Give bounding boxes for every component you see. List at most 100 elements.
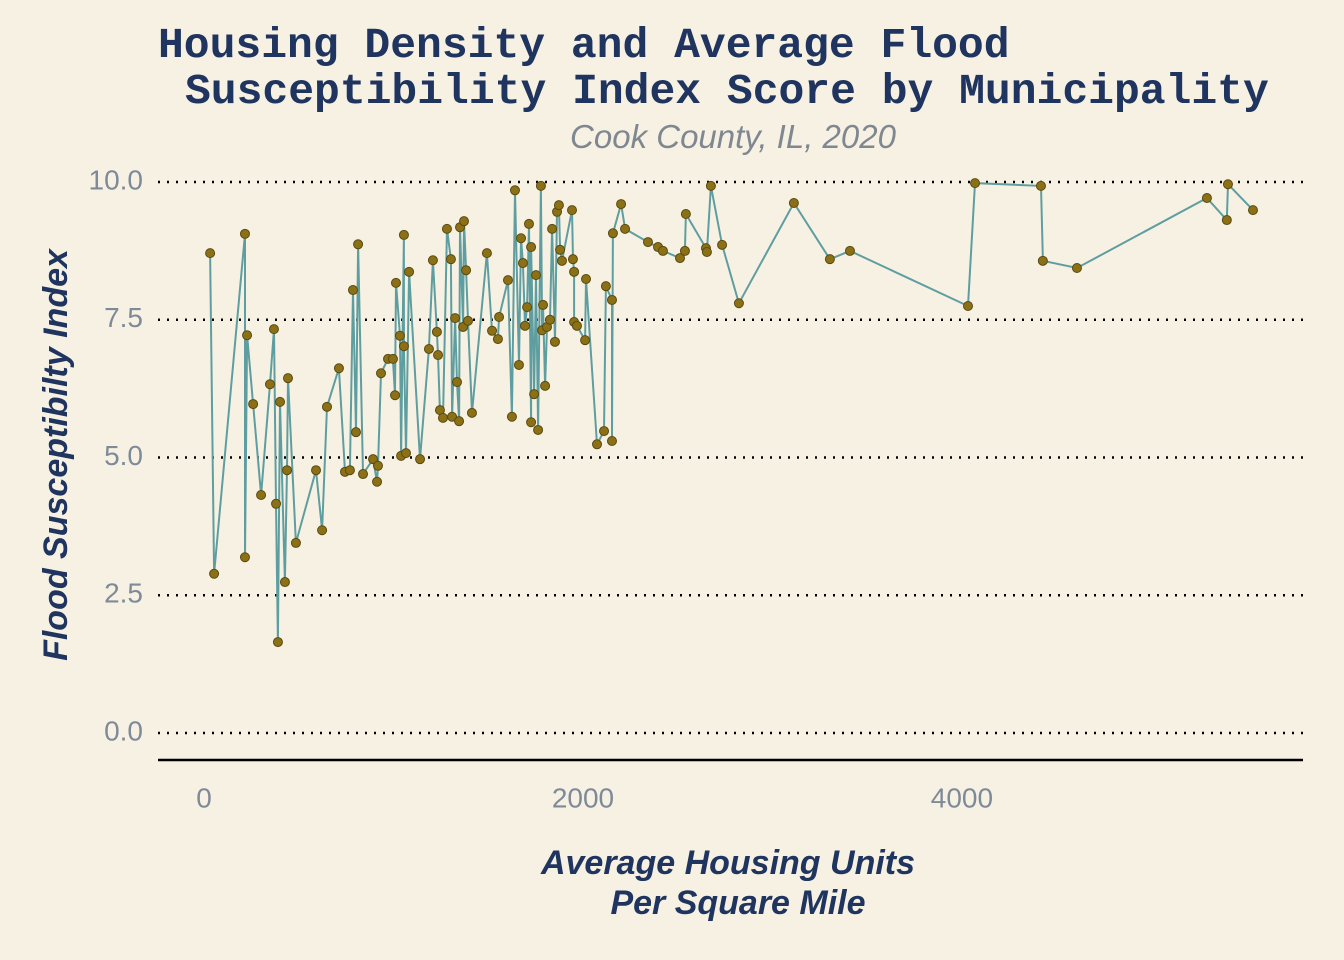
data-point bbox=[450, 313, 461, 324]
data-point bbox=[567, 205, 578, 216]
data-point bbox=[239, 228, 250, 239]
data-point bbox=[423, 343, 434, 354]
data-point bbox=[580, 335, 591, 346]
data-point bbox=[441, 223, 452, 234]
data-point bbox=[1037, 255, 1048, 266]
data-point bbox=[657, 245, 668, 256]
data-point bbox=[239, 552, 250, 563]
data-point bbox=[675, 253, 686, 264]
data-point bbox=[427, 255, 438, 266]
data-point bbox=[415, 454, 426, 465]
data-point bbox=[401, 448, 412, 459]
data-point bbox=[264, 379, 275, 390]
x-tick-label: 4000 bbox=[931, 782, 993, 813]
data-point bbox=[282, 373, 293, 384]
y-tick-label: 10.0 bbox=[89, 164, 144, 195]
data-point bbox=[209, 568, 220, 579]
data-point bbox=[333, 363, 344, 374]
data-point bbox=[522, 302, 533, 313]
data-point bbox=[523, 218, 534, 229]
data-point bbox=[1071, 262, 1082, 273]
data-point bbox=[431, 326, 442, 337]
data-point bbox=[717, 239, 728, 250]
x-axis-label: Average Housing Units bbox=[540, 844, 915, 882]
data-point bbox=[481, 248, 492, 259]
data-point bbox=[358, 469, 369, 480]
data-point bbox=[1247, 205, 1258, 216]
data-point bbox=[353, 239, 364, 250]
chart-title: Susceptibility Index Score by Municipali… bbox=[185, 67, 1269, 116]
data-point bbox=[322, 401, 333, 412]
data-point bbox=[454, 416, 465, 427]
data-point bbox=[526, 417, 537, 428]
data-point bbox=[376, 368, 387, 379]
data-point bbox=[733, 298, 744, 309]
data-point bbox=[824, 254, 835, 265]
data-point bbox=[553, 200, 564, 211]
data-point bbox=[705, 180, 716, 191]
data-point bbox=[545, 314, 556, 325]
data-point bbox=[529, 389, 540, 400]
data-point bbox=[404, 266, 415, 277]
data-point bbox=[509, 185, 520, 196]
data-point bbox=[466, 407, 477, 418]
data-point bbox=[445, 254, 456, 265]
data-point bbox=[290, 537, 301, 548]
data-point bbox=[256, 489, 267, 500]
data-point bbox=[1221, 215, 1232, 226]
data-point bbox=[311, 465, 322, 476]
x-tick-label: 2000 bbox=[552, 782, 614, 813]
data-point bbox=[571, 320, 582, 331]
data-point bbox=[492, 334, 503, 345]
data-point bbox=[600, 281, 611, 292]
data-point bbox=[451, 377, 462, 388]
data-point bbox=[616, 199, 627, 210]
data-point bbox=[701, 247, 712, 258]
data-point bbox=[242, 330, 253, 341]
y-tick-label: 2.5 bbox=[104, 578, 143, 609]
data-point bbox=[567, 254, 578, 265]
data-point bbox=[535, 180, 546, 191]
data-point bbox=[433, 350, 444, 361]
data-point bbox=[461, 265, 472, 276]
data-point bbox=[592, 439, 603, 450]
data-point bbox=[275, 396, 286, 407]
data-point bbox=[205, 248, 216, 259]
data-point bbox=[517, 258, 528, 269]
data-point bbox=[606, 294, 617, 305]
data-point bbox=[556, 255, 567, 266]
data-point bbox=[569, 266, 580, 277]
y-tick-label: 5.0 bbox=[104, 440, 143, 471]
data-point bbox=[970, 178, 981, 189]
data-point bbox=[271, 498, 282, 509]
data-point bbox=[516, 233, 527, 244]
data-point bbox=[248, 399, 259, 410]
data-point bbox=[447, 411, 458, 422]
data-point bbox=[394, 330, 405, 341]
data-point bbox=[398, 341, 409, 352]
y-axis-label: Flood Susceptibilty Index bbox=[37, 247, 75, 661]
data-point bbox=[526, 242, 537, 253]
data-point bbox=[1035, 180, 1046, 191]
data-point bbox=[487, 325, 498, 336]
data-point bbox=[390, 390, 401, 401]
data-point bbox=[372, 460, 383, 471]
y-tick-label: 7.5 bbox=[104, 302, 143, 333]
data-point bbox=[494, 312, 505, 323]
data-point bbox=[844, 245, 855, 256]
x-axis-label: Per Square Mile bbox=[610, 884, 865, 922]
data-point bbox=[1201, 193, 1212, 204]
y-tick-label: 0.0 bbox=[104, 715, 143, 746]
data-point bbox=[607, 228, 618, 239]
data-point bbox=[581, 274, 592, 285]
data-point bbox=[549, 336, 560, 347]
data-point bbox=[390, 277, 401, 288]
data-point bbox=[620, 223, 631, 234]
x-tick-label: 0 bbox=[196, 782, 212, 813]
chart-title: Housing Density and Average Flood bbox=[158, 21, 1010, 70]
data-point bbox=[272, 637, 283, 648]
data-point bbox=[398, 229, 409, 240]
data-point bbox=[1222, 179, 1233, 190]
